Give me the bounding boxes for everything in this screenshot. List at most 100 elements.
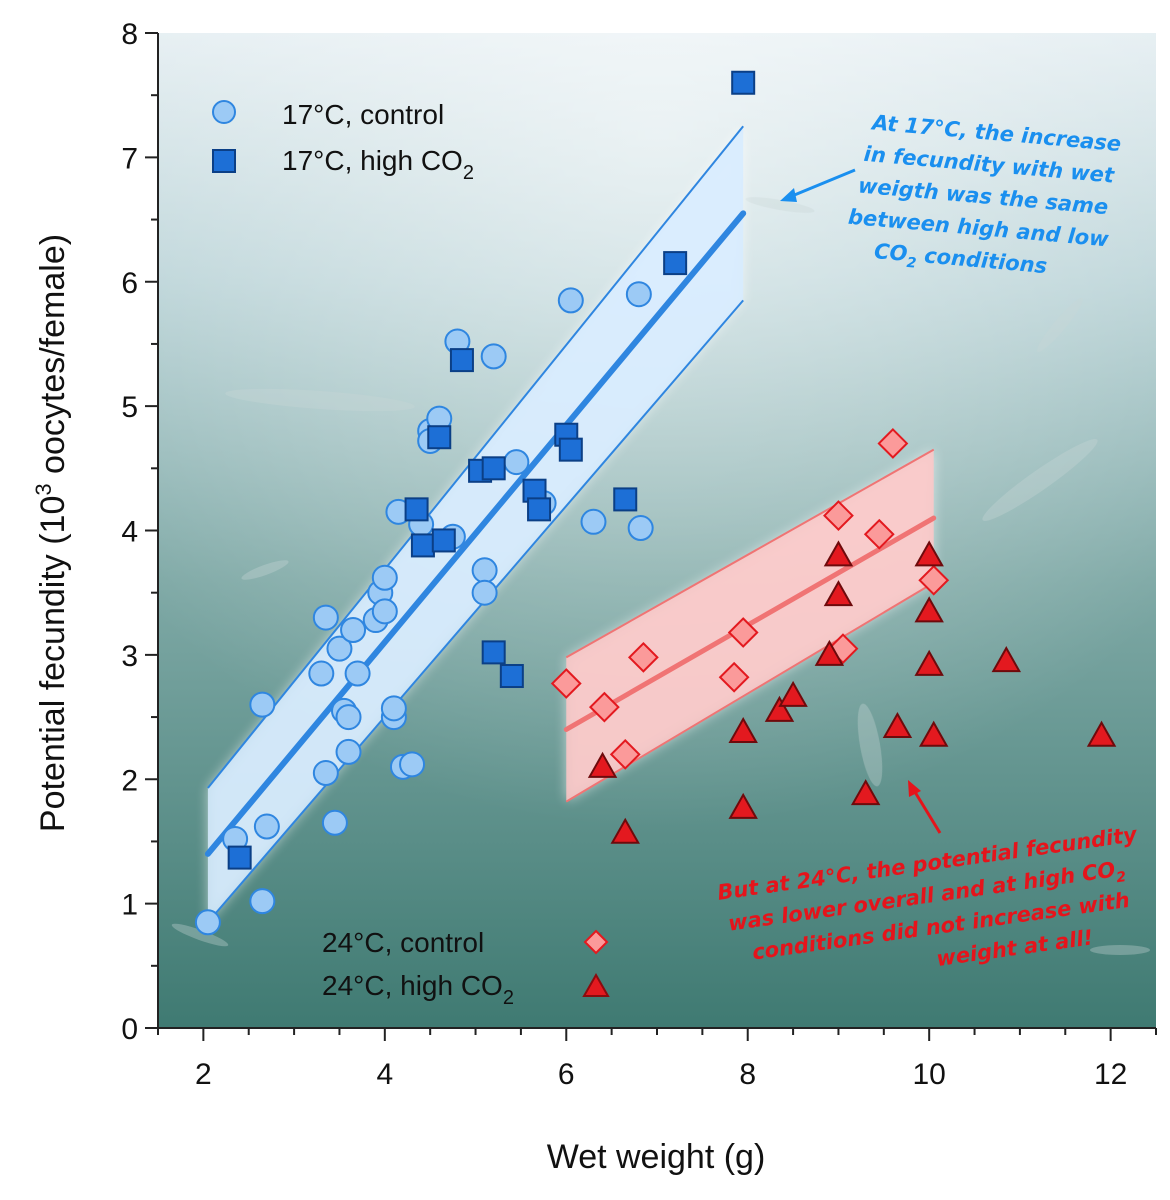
y-tick-label: 8: [121, 18, 138, 51]
x-tick-label: 10: [912, 1058, 945, 1091]
fish-shape: [171, 923, 229, 947]
fish-shape: [225, 388, 415, 412]
x-tick-label: 12: [1094, 1058, 1127, 1091]
data-point-circle: [580, 508, 607, 535]
legend-label-17-control: 17°C, control: [282, 99, 444, 130]
data-point-square: [731, 70, 756, 95]
data-point-square: [613, 487, 638, 512]
data-point-circle: [480, 343, 507, 370]
data-point-diamond: [918, 564, 950, 596]
data-point-circle: [253, 813, 280, 840]
data-point-circle: [194, 909, 221, 936]
y-tick-label: 2: [121, 764, 138, 797]
data-point-diamond: [823, 500, 854, 531]
y-tick-label: 7: [121, 142, 138, 175]
arrow-blue-head: [780, 188, 797, 202]
data-point-diamond: [609, 738, 641, 770]
data-point-circle: [380, 695, 407, 722]
data-point-square: [481, 456, 506, 481]
y-axis-title: Potential fecundity (103 oocytes/female): [31, 234, 72, 832]
x-tick-label: 8: [739, 1058, 756, 1091]
data-point-circle: [249, 691, 276, 718]
data-point-diamond: [877, 428, 909, 459]
y-axis-title-sup: 3: [31, 483, 56, 495]
annot-co-sub: 2: [906, 255, 917, 272]
y-axis-title-prefix: Potential fecundity (10: [34, 496, 72, 832]
data-point-triangle: [610, 817, 640, 844]
legend-label-sub: 2: [503, 987, 514, 1009]
annot-red-sub: 2: [1115, 869, 1127, 886]
data-point-circle: [625, 281, 652, 308]
fit-regression-line: [563, 515, 937, 732]
data-point-diamond: [718, 661, 750, 693]
data-point-circle: [335, 738, 362, 765]
fish-shape: [1090, 945, 1150, 955]
data-point-triangle: [850, 779, 881, 806]
data-point-triangle: [823, 540, 854, 567]
fish-shape: [241, 560, 289, 580]
data-point-circle: [321, 809, 348, 836]
data-point-square: [427, 425, 452, 450]
legend-top: 17°C, control 17°C, high CO2: [212, 99, 474, 184]
data-point-circle: [471, 557, 498, 584]
x-tick-label: 6: [558, 1058, 575, 1091]
data-point-triangle: [814, 639, 845, 666]
data-point-diamond: [588, 691, 620, 723]
data-point-triangle: [919, 720, 949, 747]
data-point-triangle: [728, 792, 758, 819]
fish-shape: [1037, 297, 1083, 353]
y-tick-label: 1: [121, 889, 138, 922]
data-point-triangle: [882, 711, 913, 739]
data-point-triangle: [991, 646, 1022, 673]
plot-glow: [158, 33, 1156, 1028]
y-tick-label: 0: [121, 1013, 138, 1046]
data-point-square: [663, 251, 688, 276]
legend-marker-circle: [212, 100, 236, 124]
arrow-red-shaft: [913, 791, 942, 834]
data-point-square: [404, 497, 429, 522]
fish-shape: [745, 197, 815, 213]
data-point-square: [527, 497, 552, 522]
x-tick-label: 2: [195, 1058, 212, 1091]
data-point-circle: [503, 449, 530, 476]
decorative-fish-group: [171, 197, 1150, 955]
legend-label-sub: 2: [463, 162, 474, 184]
data-point-circle: [308, 660, 335, 687]
data-point-circle: [344, 660, 371, 687]
data-point-square: [431, 528, 456, 553]
fish-shape: [982, 439, 1098, 521]
data-point-circle: [399, 751, 426, 778]
data-point-square: [227, 845, 252, 870]
data-point-triangle: [587, 751, 618, 778]
legend-label-24-highco2: 24°C, high CO2: [322, 970, 514, 1009]
data-point-circle: [471, 579, 498, 606]
x-axis-title: Wet weight (g): [547, 1138, 766, 1176]
data-point-diamond: [627, 641, 659, 673]
fit-ci-lower: [207, 299, 744, 923]
x-tick-label: 4: [376, 1058, 393, 1091]
arrow-red: [908, 780, 942, 834]
legend-marker-triangle: [582, 972, 610, 997]
legend-label-main: 17°C, high CO: [282, 145, 463, 176]
data-point-square: [449, 348, 474, 373]
data-point-square: [481, 640, 506, 665]
data-point-triangle: [914, 596, 944, 623]
data-point-circle: [371, 564, 398, 591]
data-point-circle: [340, 617, 367, 643]
data-points-layer: [194, 70, 1117, 936]
legend-marker-diamond: [583, 929, 609, 955]
data-point-circle: [326, 635, 353, 662]
arrow-blue: [780, 168, 856, 202]
fit-ci-upper: [207, 125, 744, 789]
arrow-red-head: [908, 780, 921, 797]
y-tick-label: 5: [121, 391, 138, 424]
y-axis-title-suffix: oocytes/female): [34, 234, 72, 483]
data-point-circle: [627, 515, 654, 542]
fit-regression-line: [204, 210, 747, 857]
data-point-diamond: [550, 668, 582, 699]
data-point-circle: [312, 760, 339, 787]
y-tick-label: 6: [121, 267, 138, 300]
data-point-triangle: [914, 649, 944, 676]
